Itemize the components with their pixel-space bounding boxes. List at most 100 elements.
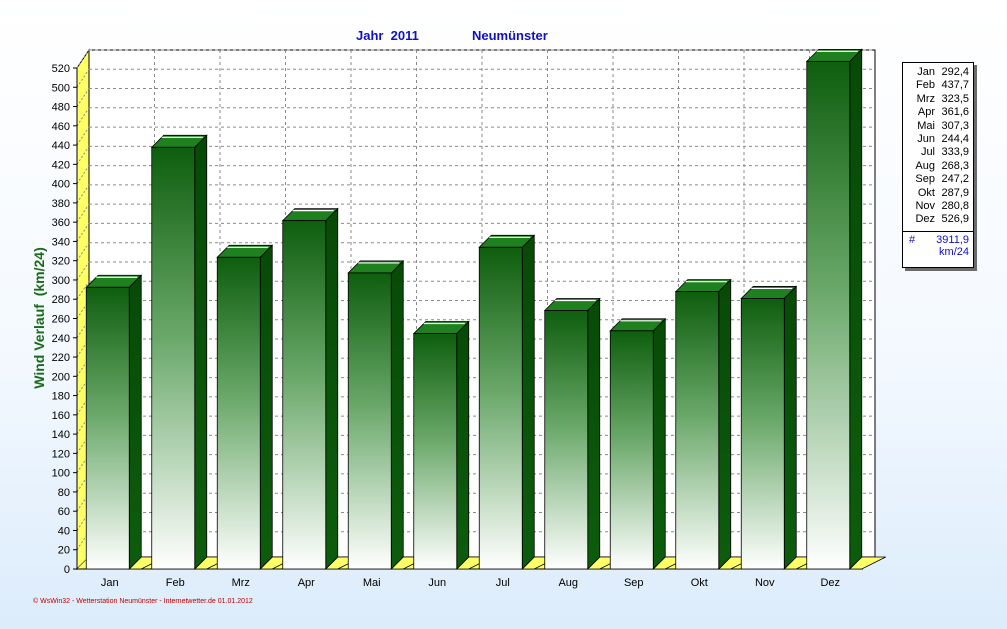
y-tick-label: 80	[58, 487, 70, 499]
legend-month: Dez	[915, 213, 935, 226]
y-tick-label: 60	[58, 506, 70, 518]
y-tick-label: 200	[52, 371, 70, 383]
legend: Jan 292,4 Feb 437,7 Mrz 323,5 Apr 361,6 Mai 307,3…	[902, 62, 974, 268]
bar-mai	[347, 259, 428, 570]
y-tick-label: 180	[52, 391, 70, 403]
legend-row: Feb 437,7	[903, 79, 973, 92]
bar-side	[783, 285, 797, 570]
bar-side	[390, 259, 404, 570]
legend-month: Mai	[917, 119, 935, 132]
bar-front	[347, 272, 392, 570]
bar-side	[849, 48, 863, 570]
bar-front	[85, 286, 130, 570]
y-tick-label: 140	[52, 429, 70, 441]
y-tick-label: 0	[64, 564, 70, 576]
x-tick-label: Sep	[624, 577, 644, 589]
legend-total: # 3911,9	[903, 232, 973, 247]
bar-jul	[478, 234, 559, 570]
legend-value: 323,5	[941, 92, 969, 105]
bars	[85, 48, 886, 570]
chart-title: Jahr 2011	[356, 28, 419, 43]
bar-side	[259, 244, 273, 570]
legend-month: Jun	[917, 132, 935, 145]
legend-value: 292,4	[941, 66, 969, 78]
bar-side	[456, 320, 470, 570]
legend-row: Okt 287,9	[903, 187, 973, 200]
bar-jun	[412, 320, 493, 570]
y-tick-label: 300	[52, 275, 70, 287]
legend-rows: Jan 292,4 Feb 437,7 Mrz 323,5 Apr 361,6 Mai 307,3…	[903, 63, 973, 227]
y-tick-label: 460	[52, 121, 70, 133]
y-tick-label: 520	[52, 63, 70, 75]
legend-row: Jul 333,9	[903, 146, 973, 159]
legend-month: Apr	[917, 106, 935, 119]
y-tick-label: 360	[52, 217, 70, 229]
legend-row: Dez 526,9	[903, 213, 973, 226]
bar-side	[521, 234, 535, 570]
y-tick-label: 500	[52, 82, 70, 94]
legend-value: 307,3	[941, 119, 969, 132]
legend-total-symbol: #	[909, 233, 916, 246]
legend-month: Sep	[915, 173, 935, 186]
legend-row: Nov 280,8	[903, 200, 973, 213]
legend-row: Jan 292,4	[903, 66, 973, 79]
bar-side	[194, 134, 208, 570]
y-tick-label: 420	[52, 159, 70, 171]
bar-front	[216, 256, 261, 570]
bar-jan	[85, 274, 166, 570]
legend-separator	[903, 230, 973, 232]
y-tick-label: 240	[52, 333, 70, 345]
y-tick-label: 320	[52, 256, 70, 268]
y-tick-label: 280	[52, 294, 70, 306]
bar-front	[740, 298, 785, 570]
legend-unit: km/24	[939, 245, 969, 258]
bar-front	[675, 291, 720, 570]
x-tick-label: Dez	[820, 577, 840, 589]
bar-side	[325, 207, 339, 570]
x-tick-label: Okt	[691, 577, 708, 589]
y-tick-label: 380	[52, 198, 70, 210]
bar-front	[478, 246, 523, 570]
y-tick-label: 100	[52, 468, 70, 480]
bar-mrz	[216, 244, 297, 570]
x-tick-label: Nov	[755, 577, 775, 589]
y-tick-label: 120	[52, 448, 70, 460]
x-tick-label: Feb	[166, 577, 185, 589]
y-tick-label: 160	[52, 410, 70, 422]
bar-side	[652, 317, 666, 570]
x-tick-label: Jul	[496, 577, 510, 589]
y-tick-label: 480	[52, 102, 70, 114]
bar-front	[282, 220, 327, 570]
legend-row: Sep 247,2	[903, 173, 973, 186]
legend-value: 247,2	[941, 173, 969, 186]
y-axis-label: Wind Verlauf (km/24)	[31, 247, 47, 388]
bar-nov	[740, 285, 821, 570]
legend-value: 244,4	[941, 132, 969, 145]
chart-subtitle: Neumünster	[472, 28, 548, 43]
x-tick-label: Aug	[558, 577, 578, 589]
legend-row: Aug 268,3	[903, 160, 973, 173]
x-tick-label: Apr	[298, 577, 315, 589]
legend-row: Mai 307,3	[903, 120, 973, 133]
bar-side	[128, 274, 142, 570]
y-ticks: 0 20 40 60 80 100 120 140 160 180 200 220 240 260 280 3…	[52, 63, 77, 576]
x-tick-label: Jun	[428, 577, 446, 589]
legend-month: Feb	[916, 79, 935, 92]
bar-front	[806, 60, 851, 570]
x-tick-label: Mai	[363, 577, 381, 589]
legend-month: Mrz	[916, 92, 935, 105]
legend-row: Mrz 323,5	[903, 93, 973, 106]
x-tick-label: Jan	[101, 577, 119, 589]
legend-value: 437,7	[941, 79, 969, 92]
bar-front	[609, 330, 654, 570]
legend-value: 333,9	[941, 146, 969, 159]
legend-row: Jun 244,4	[903, 133, 973, 146]
legend-value: 526,9	[941, 213, 969, 226]
legend-month: Aug	[915, 159, 935, 172]
bar-side	[587, 297, 601, 570]
legend-month: Nov	[915, 199, 935, 212]
legend-value: 287,9	[941, 186, 969, 199]
y-tick-label: 40	[58, 525, 70, 537]
x-labels: Jan Feb Mrz Apr Mai Jun Jul Aug Sep Okt Nov Dez	[101, 577, 840, 589]
